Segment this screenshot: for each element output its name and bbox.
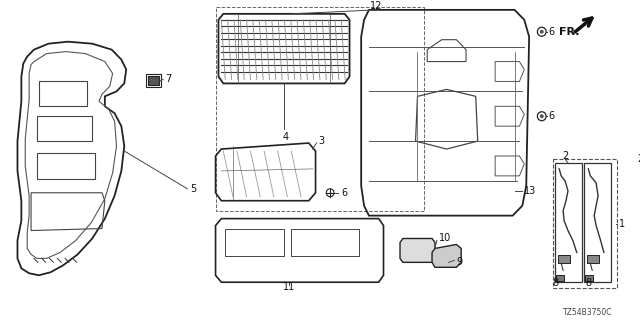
Text: 12: 12: [369, 1, 382, 11]
Text: 2: 2: [562, 151, 568, 161]
Bar: [554, 159, 616, 288]
Bar: [584, 163, 611, 282]
Text: 5: 5: [190, 184, 196, 194]
Bar: [225, 228, 284, 256]
Bar: [586, 275, 593, 281]
Text: 8: 8: [552, 278, 559, 288]
Text: 1: 1: [620, 219, 625, 228]
Polygon shape: [432, 244, 461, 267]
Circle shape: [540, 30, 544, 34]
Bar: [558, 255, 570, 263]
Bar: [146, 75, 161, 87]
Bar: [291, 228, 359, 256]
Bar: [556, 163, 582, 282]
Text: 8: 8: [586, 278, 591, 288]
Text: 3: 3: [319, 136, 324, 146]
Text: 10: 10: [439, 234, 451, 244]
Text: TZ54B3750C: TZ54B3750C: [563, 308, 612, 316]
Circle shape: [540, 114, 544, 118]
Polygon shape: [400, 238, 435, 262]
Text: 9: 9: [456, 257, 463, 267]
Text: 2: 2: [637, 154, 640, 164]
Bar: [216, 7, 424, 211]
Text: 6: 6: [548, 111, 555, 121]
Text: 13: 13: [524, 186, 536, 196]
Text: 11: 11: [284, 282, 296, 292]
Bar: [556, 275, 564, 281]
Text: 6: 6: [342, 188, 348, 198]
Bar: [588, 255, 599, 263]
Bar: [148, 76, 159, 85]
Text: 6: 6: [548, 27, 555, 37]
Text: FR.: FR.: [559, 27, 580, 37]
Text: 4: 4: [282, 132, 289, 142]
Text: 7: 7: [165, 75, 172, 84]
